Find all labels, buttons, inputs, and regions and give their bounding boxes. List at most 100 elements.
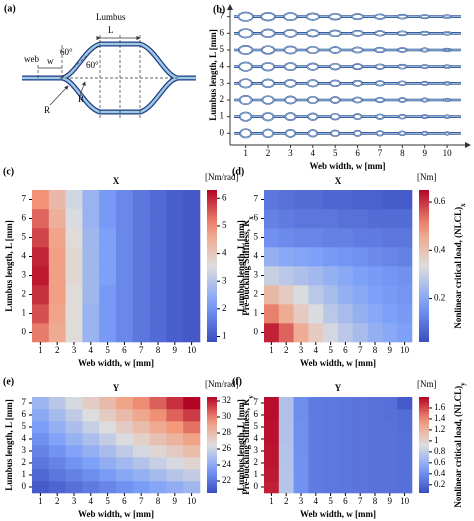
heatmap-cell <box>397 304 413 324</box>
heatmap-cell <box>338 409 354 422</box>
heatmap-cell <box>278 433 294 446</box>
heatmap-cell <box>352 209 368 229</box>
x-tick-label: 9 <box>422 148 427 158</box>
heatmap-cell <box>65 481 83 494</box>
x-tick-label: 4 <box>89 345 94 355</box>
heatmap-cell <box>338 266 354 286</box>
heatmap-cell <box>48 469 66 482</box>
unit-cell-core <box>284 96 297 104</box>
construction-lines <box>37 35 180 120</box>
colorbar-label-main: Nonlinear critical load, (NLCL) <box>453 386 463 508</box>
heatmap-cell <box>352 323 368 343</box>
heatmap-cell <box>99 323 117 343</box>
heatmap-cell <box>99 266 117 286</box>
chart-title: X <box>113 176 120 186</box>
heatmap-cell <box>367 323 383 343</box>
label: Lumbus <box>96 12 126 22</box>
heatmap-cell <box>99 421 117 434</box>
x-tick-label: 7 <box>358 345 363 355</box>
unit-cell-core <box>239 128 252 138</box>
heatmap-cell <box>264 247 280 267</box>
colorbar-label: Pre-buckling Stiffness, Ky <box>241 395 255 495</box>
label: w <box>47 56 54 66</box>
label: R <box>78 94 84 104</box>
panel-label: (c) <box>3 166 14 177</box>
colorbar-tick-label: 28 <box>222 427 232 437</box>
heatmap-cell <box>82 421 100 434</box>
heatmap-cell <box>382 433 398 446</box>
colorbar-unit: [Nm] <box>417 379 437 389</box>
heatmap-cell <box>367 247 383 267</box>
heatmap-cell <box>132 323 150 343</box>
heatmap-cell <box>32 285 50 305</box>
chart-title: X <box>335 176 342 186</box>
heatmap-cell <box>32 397 50 410</box>
heatmap-cell <box>367 266 383 286</box>
unit-cell-core <box>262 95 275 105</box>
heatmap-cell <box>308 190 324 210</box>
unit-cell-core <box>375 80 385 86</box>
unit-cell-core <box>238 28 254 38</box>
heatmap-cell <box>132 421 150 434</box>
colorbar-tick-label: 1.6 <box>434 402 446 412</box>
unit-cell-core <box>239 95 253 105</box>
y-tick-label: 1 <box>22 469 27 479</box>
y-tick-label: 3 <box>22 270 27 280</box>
heatmap-cell <box>82 445 100 458</box>
y-tick-label: 1 <box>220 111 225 121</box>
unit-cell-core <box>443 48 452 52</box>
heatmap-cell <box>264 433 280 446</box>
heatmap-cell <box>323 190 339 210</box>
unit-cell-core <box>353 130 362 137</box>
unit-cell-core <box>442 31 452 36</box>
unit-cell-core <box>284 46 297 54</box>
unit-cell-core <box>374 47 385 53</box>
colorbar <box>207 397 217 493</box>
unit-cell-core <box>351 13 364 20</box>
x-axis-label: Web width, w [mm] <box>310 161 386 171</box>
heatmap-cell <box>116 209 134 229</box>
heatmap-cell <box>397 397 413 410</box>
colorbar-tick-label: 0.6 <box>434 457 446 467</box>
colorbar <box>207 190 217 342</box>
y-tick-label: 3 <box>22 445 27 455</box>
heatmap-cell <box>352 433 368 446</box>
heatmap-cell <box>99 481 117 494</box>
unit-cell-core <box>262 112 274 121</box>
heatmap-cell <box>99 469 117 482</box>
x-tick-label: 5 <box>105 496 110 506</box>
unit-cell-core <box>420 48 430 52</box>
colorbar-tick-label: 0.4 <box>434 468 446 478</box>
heatmap-cell <box>382 304 398 324</box>
heatmap-cell <box>382 409 398 422</box>
heatmap-cell <box>367 228 383 248</box>
radius-arrow <box>79 81 86 96</box>
heatmap-cell <box>352 266 368 286</box>
heatmap-cell <box>48 445 66 458</box>
heatmap-cell <box>293 190 309 210</box>
heatmap-cell <box>82 469 100 482</box>
unit-cell-core <box>238 45 253 55</box>
heatmap-cell <box>82 457 100 470</box>
heatmap-cell <box>308 433 324 446</box>
heatmap-cell <box>382 421 398 434</box>
x-tick-label: 9 <box>388 345 393 355</box>
heatmap-cell <box>338 421 354 434</box>
heatmap-cell <box>397 481 413 494</box>
heatmap-cell <box>308 228 324 248</box>
heatmap-cell <box>166 421 184 434</box>
y-tick-label: 6 <box>22 409 27 419</box>
heatmap-cell <box>323 285 339 305</box>
chart-title: Y <box>113 383 120 393</box>
heatmap-cell <box>183 228 201 248</box>
heatmap-cell <box>82 433 100 446</box>
heatmap-cell <box>323 457 339 470</box>
heatmap-cell <box>367 445 383 458</box>
unit-cell-core <box>306 29 320 37</box>
heatmap-cell <box>293 397 309 410</box>
heatmap-cell <box>99 433 117 446</box>
colorbar-label-sub: x <box>459 203 467 207</box>
heatmap-cell <box>82 285 100 305</box>
unit-cell-core <box>262 129 274 138</box>
unit-cell-core <box>443 81 451 86</box>
